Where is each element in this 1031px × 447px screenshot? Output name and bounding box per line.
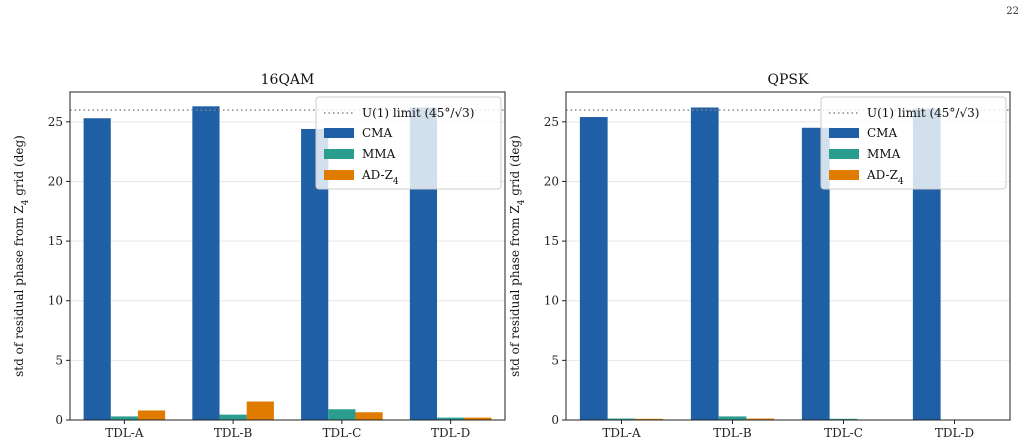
bar-mma-tdl-c (328, 409, 356, 420)
y-tick-label: 25 (48, 115, 63, 129)
page-number: 22 (1006, 6, 1019, 17)
bar-cma-tdl-a (83, 118, 111, 421)
bar-mma-tdl-b (219, 414, 247, 420)
bar-cma-tdl-b (192, 106, 220, 420)
y-tick-label: 15 (544, 234, 559, 248)
x-tick-label: TDL-A (105, 426, 144, 440)
y-tick-label: 20 (544, 174, 559, 188)
bar-ad-z--tdl-b (746, 418, 775, 420)
legend-box (315, 96, 502, 190)
y-axis-label: std of residual phase from Z4 grid (deg) (508, 135, 527, 377)
legend-label-ad-z-: AD-Z4 (361, 168, 399, 187)
legend-swatch-ad-z- (829, 170, 859, 180)
x-tick-label: TDL-A (602, 426, 641, 440)
bar-ad-z--tdl-b (246, 401, 274, 420)
legend: U(1) limit (45°/√3) CMA MMA AD-Z4 (820, 96, 1007, 190)
legend-swatch-ad-z- (324, 170, 354, 180)
y-tick-label: 25 (544, 115, 559, 129)
x-tick-label: TDL-B (713, 426, 752, 440)
bar-cma-tdl-b (690, 107, 719, 420)
bar-ad-z--tdl-a (635, 418, 664, 420)
y-tick-label: 10 (544, 294, 559, 308)
bar-cma-tdl-a (579, 117, 608, 420)
x-tick-label: TDL-C (824, 426, 863, 440)
legend-box (820, 96, 1007, 190)
legend: U(1) limit (45°/√3) CMA MMA AD-Z4 (315, 96, 502, 190)
bar-mma-tdl-a (110, 416, 138, 420)
y-tick-label: 5 (551, 353, 559, 367)
legend-label-ad-z-: AD-Z4 (866, 168, 904, 187)
legend-label-cma: CMA (867, 126, 897, 140)
y-tick-label: 20 (48, 174, 63, 188)
x-tick-label: TDL-B (214, 426, 253, 440)
bar-ad-z--tdl-c (355, 412, 383, 420)
y-tick-label: 5 (55, 353, 63, 367)
legend-swatch-mma (324, 149, 354, 159)
x-tick-label: TDL-C (322, 426, 361, 440)
legend-label-cma: CMA (362, 126, 392, 140)
axes-frame (69, 91, 506, 421)
chart-title: QPSK (768, 72, 809, 88)
legend-swatch-cma (829, 128, 859, 138)
y-tick-label: 10 (48, 294, 63, 308)
bar-mma-tdl-c (829, 418, 858, 420)
y-axis-label: std of residual phase from Z4 grid (deg) (12, 135, 31, 377)
y-tick-label: 0 (55, 413, 63, 427)
legend-label-reference: U(1) limit (45°/√3) (362, 106, 474, 120)
y-tick-label: 0 (551, 413, 559, 427)
bar-mma-tdl-d (437, 417, 465, 420)
bar-mma-tdl-a (607, 418, 636, 420)
bar-ad-z--tdl-d (464, 417, 492, 420)
y-tick-label: 15 (48, 234, 63, 248)
legend-swatch-mma (829, 149, 859, 159)
chart-panel-16qam: 0 5 10 15 20 25 TDL-A TDL-B TDL-C TDL-D 16QAM std o… (12, 72, 506, 440)
legend-label-reference: U(1) limit (45°/√3) (867, 106, 979, 120)
chart-title: 16QAM (261, 72, 315, 88)
x-tick-label: TDL-D (431, 426, 470, 440)
legend-swatch-cma (324, 128, 354, 138)
bar-mma-tdl-b (718, 416, 747, 420)
x-tick-label: TDL-D (935, 426, 974, 440)
axes-frame (565, 91, 1011, 421)
legend-label-mma: MMA (867, 147, 901, 161)
chart-panel-qpsk: 0 5 10 15 20 25 TDL-A TDL-B TDL-C TDL-D QPSK std of… (508, 72, 1011, 440)
legend-label-mma: MMA (362, 147, 396, 161)
bar-ad-z--tdl-a (137, 410, 166, 420)
